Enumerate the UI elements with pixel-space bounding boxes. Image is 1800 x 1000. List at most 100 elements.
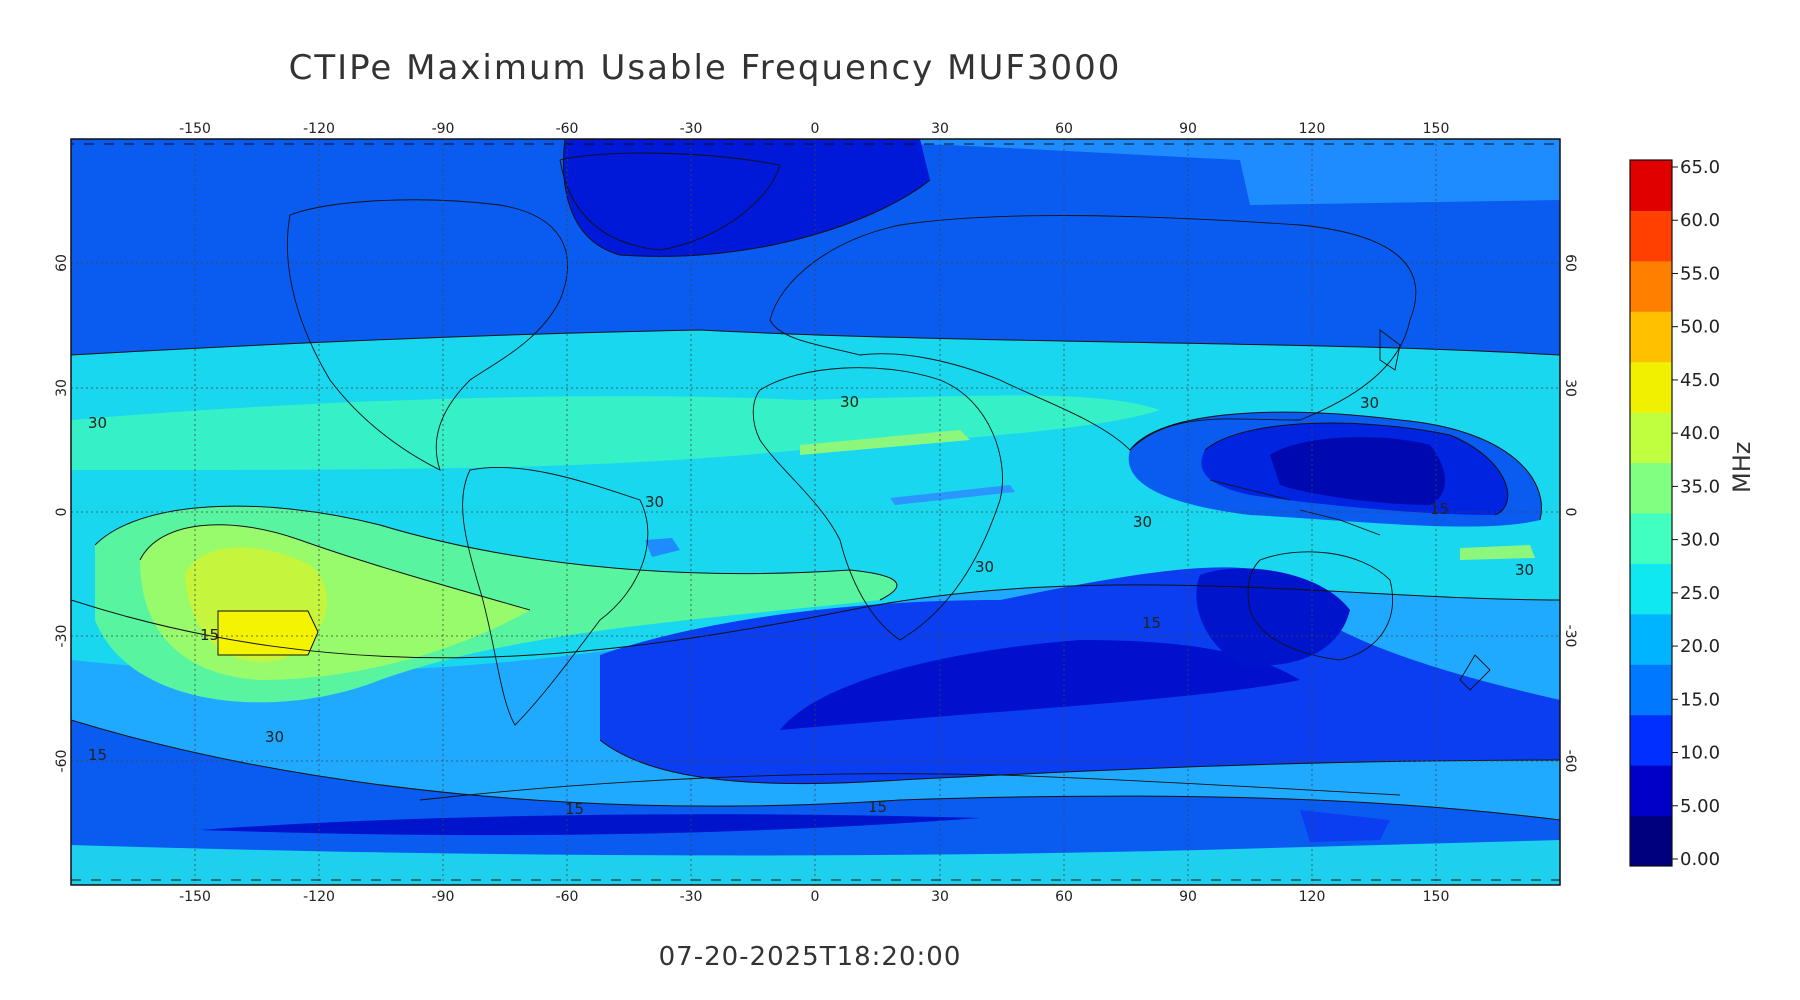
lon-ticks-bottom: -150 -120 -90 -60 -30 0 30 60 90 120 150 <box>179 889 1449 905</box>
colorbar-swatch <box>1630 563 1672 615</box>
polar-pocket-south <box>1300 810 1390 842</box>
colorbar-swatch <box>1630 311 1672 363</box>
lon-tick-top: 120 <box>1299 121 1326 137</box>
colorbar-tick-label: 55.0 <box>1680 263 1720 284</box>
colorbar-swatch <box>1630 815 1672 867</box>
antarctic-edge-light <box>71 840 1560 885</box>
australia-coast <box>1247 551 1393 661</box>
contour-label: 15 <box>200 626 219 644</box>
contour-label: 30 <box>840 393 859 411</box>
contour-label-group: 30 30 30 30 30 30 30 30 15 15 15 15 15 1… <box>88 393 1534 818</box>
colorbar-swatch <box>1630 412 1672 464</box>
lon-tick-top: 60 <box>1055 121 1073 137</box>
colorbar-tick-label: 5.00 <box>1680 796 1720 817</box>
pacific-peak-core <box>218 611 318 655</box>
lon-tick-top: -120 <box>303 121 335 137</box>
lon-tick-bottom: 60 <box>1055 889 1073 905</box>
lat-tick-left: -30 <box>54 625 70 648</box>
contour-label: 15 <box>1430 500 1449 518</box>
lon-tick-bottom: 90 <box>1179 889 1197 905</box>
colorbar-swatches <box>1630 160 1672 867</box>
lon-tick-top: -90 <box>432 121 455 137</box>
contour-label: 30 <box>265 728 284 746</box>
lat-tick-left: 60 <box>54 254 70 272</box>
colorbar-swatch <box>1630 361 1672 413</box>
colorbar: 65.0 60.0 55.0 50.0 45.0 40.0 35.0 30.0 25.0 20.0… <box>1629 157 1720 870</box>
africa-streak <box>800 430 970 455</box>
lat-tick-left: -60 <box>54 750 70 773</box>
colorbar-swatch <box>1630 160 1672 211</box>
contour-label: 15 <box>1142 614 1161 632</box>
colorbar-tick-label: 30.0 <box>1680 530 1720 551</box>
timestamp: 07-20-2025T18:20:00 <box>658 942 962 972</box>
lon-tick-bottom: 0 <box>811 889 820 905</box>
lon-tick-top: -60 <box>556 121 579 137</box>
australia-streak <box>1460 545 1535 560</box>
lon-tick-bottom: -60 <box>556 889 579 905</box>
lon-tick-top: -30 <box>680 121 703 137</box>
lon-tick-top: 150 <box>1423 121 1450 137</box>
west-pacific-low-core <box>1270 437 1445 505</box>
north-america-coast <box>287 199 568 471</box>
colorbar-swatch <box>1630 260 1672 312</box>
lon-tick-bottom: -150 <box>179 889 211 905</box>
colorbar-frame <box>1629 159 1673 867</box>
colorbar-tick-label: 45.0 <box>1680 370 1720 391</box>
north-crest <box>71 395 1160 470</box>
map-frame-top-edge <box>70 138 1561 145</box>
colorbar-tick-label: 35.0 <box>1680 476 1720 497</box>
greenland-coast <box>559 152 781 251</box>
lon-ticks-top: -150 -120 -90 -60 -30 0 30 60 90 120 150 <box>179 121 1449 137</box>
contour-label: 15 <box>868 798 887 816</box>
contour-label: 30 <box>645 493 664 511</box>
contour-label: 30 <box>88 414 107 432</box>
colorbar-tick-label: 60.0 <box>1680 210 1720 231</box>
lat-tick-right: 0 <box>1562 508 1578 517</box>
lon-tick-bottom: 150 <box>1423 889 1450 905</box>
indian-ocean-streak <box>890 485 1015 505</box>
colorbar-swatch <box>1630 664 1672 716</box>
lon-tick-top: 0 <box>811 121 820 137</box>
colorbar-swatch <box>1630 613 1672 665</box>
lon-tick-bottom: 120 <box>1299 889 1326 905</box>
contour-label: 30 <box>975 558 994 576</box>
lon-tick-bottom: 30 <box>931 889 949 905</box>
colorbar-swatch <box>1630 462 1672 514</box>
lat-tick-left: 30 <box>54 379 70 397</box>
eurasia-coast <box>769 215 1417 451</box>
lat-ticks-left: 60 30 0 -30 -60 <box>54 254 70 772</box>
map-grid <box>71 139 1560 885</box>
chart-title: CTIPe Maximum Usable Frequency MUF3000 <box>288 48 1122 88</box>
atlantic-south-blob <box>645 538 680 557</box>
contour-label: 15 <box>565 800 584 818</box>
contour-label: 15 <box>88 746 107 764</box>
colorbar-tick-label: 40.0 <box>1680 423 1720 444</box>
lat-ticks-right: 60 30 0 -30 -60 <box>1562 254 1578 772</box>
contour-lines <box>71 139 1560 821</box>
lat-tick-right: -30 <box>1562 625 1578 648</box>
lon-tick-bottom: -90 <box>432 889 455 905</box>
colorbar-tick-label: 20.0 <box>1680 636 1720 657</box>
lon-tick-top: 90 <box>1179 121 1197 137</box>
lat-tick-right: 60 <box>1562 254 1578 272</box>
southeast-asia-islands <box>1209 479 1381 536</box>
colorbar-swatch <box>1630 210 1672 262</box>
south-america-coast <box>462 466 649 726</box>
map-frame-bottom-edge <box>70 879 1561 886</box>
lon-tick-bottom: -30 <box>680 889 703 905</box>
new-zealand-coast <box>1459 654 1491 691</box>
southern-ocean-core <box>780 640 1300 730</box>
australia-low <box>1196 568 1350 666</box>
lat-tick-right: -60 <box>1562 750 1578 773</box>
japan-coast <box>1379 329 1401 371</box>
contour-label: 30 <box>1515 561 1534 579</box>
contour-label: 30 <box>1360 394 1379 412</box>
colorbar-tick-label: 15.0 <box>1680 689 1720 710</box>
colorbar-label: MHz <box>1728 441 1756 493</box>
lon-tick-top: -150 <box>179 121 211 137</box>
antarctic-band <box>71 720 1560 885</box>
lat-tick-right: 30 <box>1562 379 1578 397</box>
colorbar-tick-label: 0.00 <box>1680 849 1720 870</box>
colorbar-swatch <box>1630 714 1672 766</box>
